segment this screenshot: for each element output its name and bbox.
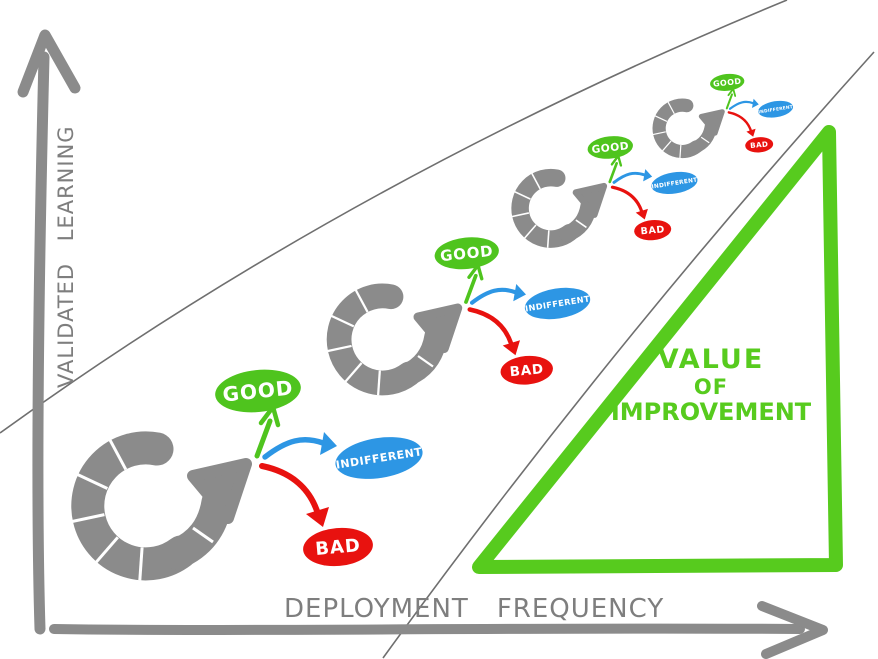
good-arrow-icon (608, 162, 618, 184)
bad-arrowhead-icon (746, 128, 756, 137)
iteration-cycle-3: GOOD INDIFFERENT BAD (508, 131, 704, 253)
y-axis (17, 29, 81, 635)
cycle-arrow-icon (72, 440, 246, 580)
iteration-cycle-1: GOOD INDIFFERENT BAD (65, 360, 435, 590)
value-of-improvement-triangle (472, 125, 843, 574)
upper-guide-line (0, 0, 788, 434)
x-axis-line (49, 623, 805, 635)
y-axis-label: VALIDATED LEARNING (54, 125, 78, 388)
x-axis-label-word-1: DEPLOYMENT (284, 594, 469, 624)
good-arrow-icon (725, 93, 734, 110)
cycle-art (508, 153, 653, 253)
indifferent-arrowhead-icon (320, 432, 337, 455)
bad-arrowhead-icon (502, 340, 520, 356)
indifferent-arrow-icon (612, 171, 647, 184)
iteration-cycle-2: GOOD INDIFFERENT BAD (322, 230, 600, 403)
cycle-arrow-icon (327, 290, 457, 395)
x-axis (49, 601, 828, 659)
lower-guide-line (382, 51, 875, 659)
indifferent-arrow-icon (469, 287, 518, 305)
cycle-arrow-icon (653, 102, 723, 158)
x-axis-arrowhead-icon (757, 601, 828, 659)
triangle-label: VALUE OF IMPROVEMENT (610, 344, 812, 427)
cycle-art (322, 261, 526, 403)
indifferent-arrowhead-icon (643, 169, 653, 182)
y-axis-line (32, 51, 50, 635)
bad-arrowhead-icon (635, 208, 648, 220)
bad-arrow-icon (467, 307, 514, 346)
y-axis-arrowhead-icon (17, 29, 81, 98)
triangle-label-line-1: VALUE (657, 344, 765, 375)
indifferent-arrow-icon (728, 100, 755, 110)
cycle-arrow-icon (512, 174, 604, 248)
bad-arrowhead-icon (306, 507, 329, 527)
good-arrow-icon (254, 418, 273, 459)
indifferent-arrowhead-icon (752, 98, 759, 108)
bad-arrow-icon (259, 463, 320, 514)
good-arrow-icon (464, 273, 478, 304)
x-axis-label-word-2: FREQUENCY (496, 594, 665, 624)
bad-arrow-icon (727, 111, 753, 132)
triangle-label-line-3: IMPROVEMENT (610, 398, 812, 427)
bad-arrow-icon (610, 185, 644, 213)
indifferent-arrow-icon (262, 436, 326, 460)
indifferent-arrowhead-icon (513, 284, 526, 302)
triangle-label-line-2: OF (693, 375, 729, 400)
iteration-cycle-4: GOOD INDIFFERENT BAD (650, 70, 798, 162)
x-axis-label: DEPLOYMENT FREQUENCY (284, 594, 664, 624)
